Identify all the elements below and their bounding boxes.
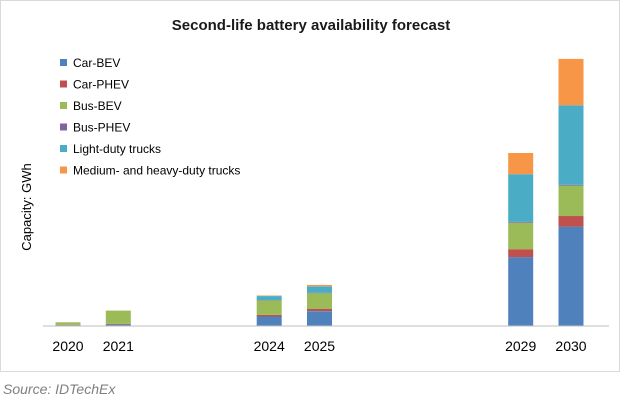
bar-segment-car-phev-2029 (508, 249, 534, 258)
legend-label-bus-bev: Bus-BEV (73, 99, 122, 113)
bar-segment-bus-bev-2020 (55, 322, 81, 325)
source-caption: Source: IDTechEx (3, 381, 116, 397)
bars (55, 58, 584, 326)
bar-segment-medium-and-heavy-duty-trucks-2030 (558, 58, 584, 106)
legend-label-car-phev: Car-PHEV (73, 78, 129, 92)
x-tick-label-2030: 2030 (555, 338, 586, 354)
legend-swatch-car-bev (60, 59, 67, 66)
bar-segment-medium-and-heavy-duty-trucks-2029 (508, 153, 534, 175)
bar-segment-car-phev-2030 (558, 216, 584, 227)
legend-swatch-bus-bev (60, 102, 67, 109)
chart-svg: Second-life battery availability forecas… (19, 17, 609, 354)
bar-segment-bus-phev-2030 (558, 184, 584, 186)
bar-segment-car-bev-2025 (307, 311, 332, 326)
bar-segment-car-bev-2030 (558, 226, 584, 326)
legend-label-car-bev: Car-BEV (73, 56, 120, 70)
legend-swatch-light-duty-trucks (60, 145, 67, 152)
bar-segment-bus-bev-2025 (307, 293, 332, 309)
x-tick-label-2020: 2020 (52, 338, 83, 354)
legend-swatch-medium-and-heavy-duty-trucks (60, 166, 67, 174)
x-tick-label-2025: 2025 (304, 338, 335, 354)
bar-segment-car-phev-2024 (256, 314, 282, 317)
bar-segment-bus-bev-2029 (508, 222, 534, 250)
bar-segment-light-duty-trucks-2030 (558, 105, 584, 185)
bar-segment-light-duty-trucks-2029 (508, 174, 534, 222)
bar-segment-car-phev-2021 (105, 323, 131, 325)
bar-segment-bus-phev-2029 (508, 221, 534, 223)
legend-label-light-duty-trucks: Light-duty trucks (73, 142, 161, 156)
legend-swatch-bus-phev (60, 123, 67, 131)
bar-segment-light-duty-trucks-2025 (307, 286, 332, 293)
legend-label-medium-and-heavy-duty-trucks: Medium- and heavy-duty trucks (73, 164, 240, 178)
legend: Car-BEV Car-PHEV Bus-BEV Bus-PHEV Light-duty… (60, 56, 240, 178)
x-tick-label-2021: 2021 (103, 338, 134, 354)
x-tick-label-2024: 2024 (254, 338, 285, 354)
y-axis-label: Capacity: GWh (19, 163, 34, 250)
chart-title: Second-life battery availability forecas… (172, 17, 450, 34)
bar-segment-light-duty-trucks-2024 (256, 296, 282, 301)
bar-segment-bus-bev-2024 (256, 300, 282, 315)
x-tick-labels: 2020 2021 2024 2025 2029 2030 (52, 338, 586, 354)
legend-label-bus-phev: Bus-PHEV (73, 121, 130, 135)
bar-segment-car-phev-2025 (307, 309, 332, 312)
bar-segment-car-bev-2029 (508, 257, 534, 326)
legend-swatch-car-phev (60, 80, 67, 88)
x-tick-label-2029: 2029 (505, 338, 536, 354)
bar-segment-car-bev-2024 (256, 316, 282, 326)
bar-segment-bus-bev-2030 (558, 185, 584, 217)
bar-segment-medium-and-heavy-duty-trucks-2025 (307, 284, 332, 287)
chart-frame: Second-life battery availability forecas… (0, 0, 620, 372)
bar-segment-bus-bev-2021 (105, 310, 131, 324)
bar-segment-car-bev-2021 (105, 324, 131, 326)
bar-segment-medium-and-heavy-duty-trucks-2024 (256, 295, 282, 296)
